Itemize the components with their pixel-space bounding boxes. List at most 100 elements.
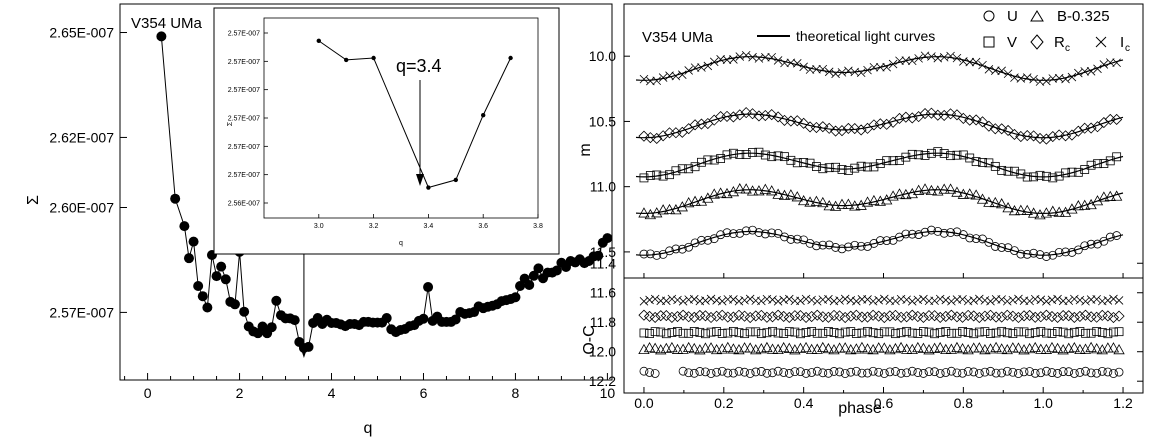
residual-U bbox=[891, 367, 900, 376]
observation-U bbox=[1086, 239, 1096, 249]
observation-U bbox=[639, 249, 649, 259]
observation-B-0.325 bbox=[919, 183, 931, 194]
legend-r-subscript: c bbox=[1065, 43, 1070, 54]
observation-B-0.325 bbox=[1008, 204, 1021, 216]
inset-x-axis-label: q bbox=[399, 240, 403, 247]
left-data-point bbox=[551, 265, 562, 276]
residual-I-stroke bbox=[919, 294, 928, 304]
legend-r-marker bbox=[1030, 34, 1044, 50]
residual-V bbox=[678, 328, 688, 338]
observation-V bbox=[1054, 171, 1064, 181]
residual-V bbox=[919, 327, 928, 337]
residual-V bbox=[1036, 326, 1046, 336]
residual-I bbox=[757, 296, 766, 306]
left-y-axis-label: Σ bbox=[25, 195, 42, 205]
residual-U bbox=[1041, 366, 1051, 376]
legend-u-marker bbox=[983, 10, 995, 22]
observation-I bbox=[907, 56, 917, 66]
residual-I bbox=[824, 294, 833, 304]
left-data-point bbox=[266, 322, 277, 333]
observation-U bbox=[920, 227, 930, 237]
residual-I bbox=[639, 297, 649, 306]
observation-V bbox=[1073, 167, 1083, 177]
residual-I-stroke bbox=[891, 296, 900, 306]
observation-U bbox=[703, 235, 713, 245]
residual-V bbox=[818, 328, 828, 338]
residual-V bbox=[768, 326, 777, 336]
residual-B-0.325 bbox=[682, 341, 695, 353]
residual-U bbox=[980, 367, 990, 377]
residual-V bbox=[756, 329, 766, 339]
observation-I-stroke bbox=[658, 73, 668, 82]
legend-r-label: R bbox=[1054, 34, 1065, 51]
residual-I-stroke bbox=[852, 296, 861, 306]
observation-V bbox=[690, 162, 700, 172]
residual-I bbox=[779, 295, 788, 305]
observation-U bbox=[722, 228, 732, 238]
observation-R bbox=[830, 125, 842, 137]
residual-V bbox=[840, 327, 850, 337]
residual-V bbox=[667, 328, 677, 337]
residual-U bbox=[924, 367, 934, 377]
observation-B-0.325 bbox=[823, 200, 835, 211]
residual-I bbox=[840, 294, 850, 304]
observation-B-0.325 bbox=[797, 194, 810, 206]
inset-data-point bbox=[426, 185, 431, 190]
residual-V bbox=[734, 328, 744, 338]
observation-I-stroke bbox=[1099, 60, 1109, 69]
residual-I bbox=[673, 295, 682, 305]
residual-R bbox=[828, 309, 840, 321]
residual-R bbox=[951, 311, 963, 323]
observation-V bbox=[1029, 172, 1039, 182]
left-x-tick-label: 10 bbox=[600, 385, 616, 401]
observation-I bbox=[888, 59, 898, 69]
residual-U bbox=[969, 367, 979, 377]
observation-V bbox=[760, 150, 770, 160]
residual-U bbox=[907, 366, 917, 376]
right-x-tick-label: 0.4 bbox=[794, 395, 814, 411]
residual-I bbox=[701, 296, 710, 305]
residual-R bbox=[772, 309, 784, 321]
residual-R bbox=[1063, 310, 1075, 322]
observation-R bbox=[734, 109, 746, 121]
observation-U bbox=[760, 229, 770, 239]
residual-R bbox=[1113, 310, 1125, 322]
residual-I bbox=[935, 294, 945, 304]
right-residual-tick-label: 11.8 bbox=[590, 314, 616, 330]
residual-B-0.325 bbox=[1113, 344, 1125, 355]
right-star-label: V354 UMa bbox=[642, 29, 714, 46]
residual-U bbox=[740, 367, 749, 377]
observation-I-stroke bbox=[869, 62, 879, 72]
observation-V bbox=[1093, 159, 1102, 169]
residual-I bbox=[645, 295, 654, 305]
observation-V bbox=[818, 164, 828, 174]
residual-R bbox=[1085, 311, 1097, 323]
observation-V bbox=[1041, 171, 1051, 181]
residual-I bbox=[941, 295, 951, 305]
observation-U bbox=[677, 244, 687, 254]
residual-I-stroke bbox=[1014, 294, 1023, 304]
observation-B-0.325 bbox=[944, 183, 957, 194]
residual-B-0.325 bbox=[839, 342, 851, 353]
residual-R bbox=[666, 311, 678, 323]
observation-V bbox=[824, 163, 834, 173]
residual-I-stroke bbox=[796, 296, 805, 306]
residual-I bbox=[1097, 296, 1107, 306]
left-panel: 0 2 4 6 8 10 2.57E-007 2.60E-007 2.62E-007 2.65E… bbox=[25, 3, 616, 437]
residual-I bbox=[874, 295, 883, 305]
observation-B-0.325 bbox=[689, 195, 701, 206]
residual-U bbox=[935, 369, 945, 378]
residual-R bbox=[638, 309, 650, 321]
observation-I bbox=[741, 50, 751, 60]
residual-U bbox=[639, 366, 649, 376]
residual-V bbox=[1109, 327, 1118, 337]
observation-V bbox=[748, 148, 757, 157]
observation-I bbox=[1029, 74, 1038, 84]
observation-I bbox=[1080, 67, 1089, 76]
observation-B-0.325 bbox=[1091, 195, 1104, 206]
observation-I bbox=[1003, 69, 1013, 79]
observation-R bbox=[810, 121, 822, 134]
residual-V bbox=[1081, 328, 1090, 338]
residual-V bbox=[857, 328, 867, 338]
residual-U bbox=[1075, 368, 1085, 377]
